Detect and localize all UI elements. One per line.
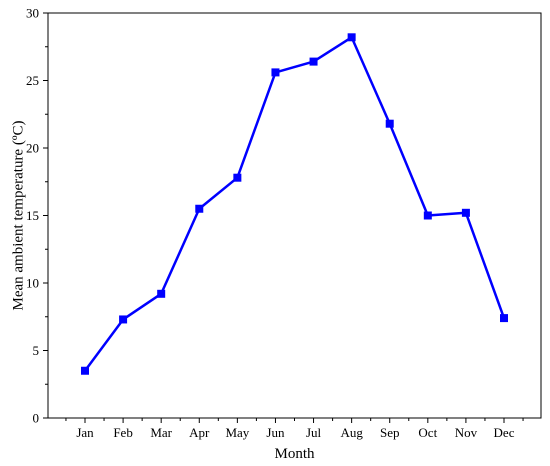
- x-tick-label: Oct: [418, 425, 437, 440]
- data-point: [347, 33, 356, 42]
- data-point: [119, 315, 128, 324]
- y-axis-ticks: 0 5 10 15 20 25 30: [26, 6, 48, 426]
- data-point: [423, 211, 432, 220]
- x-tick-label: Apr: [189, 425, 210, 440]
- data-point: [461, 208, 470, 217]
- y-tick-label: 0: [33, 411, 40, 426]
- x-tick-label: Mar: [150, 425, 172, 440]
- y-tick-label: 5: [33, 343, 40, 358]
- y-axis-title: Mean ambient temperature (ºC): [10, 121, 26, 311]
- data-series: [81, 33, 508, 375]
- data-point: [233, 173, 242, 182]
- x-axis-title: Month: [274, 446, 315, 462]
- x-tick-label: Feb: [113, 425, 133, 440]
- series-line: [83, 36, 506, 372]
- x-tick-label: Nov: [455, 425, 478, 440]
- x-tick-label: Aug: [340, 425, 363, 440]
- x-tick-label: Sep: [380, 425, 400, 440]
- data-point: [157, 289, 166, 298]
- x-tick-label: Jul: [306, 425, 322, 440]
- data-point: [309, 57, 318, 66]
- data-point: [385, 119, 394, 128]
- x-tick-label: Jan: [76, 425, 94, 440]
- data-point: [195, 204, 204, 213]
- data-point: [500, 314, 508, 323]
- data-point: [81, 366, 89, 375]
- y-tick-label: 10: [26, 276, 39, 291]
- x-tick-label: Jun: [266, 425, 285, 440]
- x-tick-label: May: [225, 425, 249, 440]
- y-tick-label: 30: [26, 6, 39, 21]
- y-tick-label: 20: [26, 141, 39, 156]
- y-tick-label: 15: [26, 208, 39, 223]
- data-point: [271, 68, 280, 77]
- x-axis-ticks: Jan Feb Mar Apr May Jun Jul Aug Sep Oct Nov Dec: [65, 418, 524, 440]
- x-tick-label: Dec: [494, 425, 515, 440]
- y-tick-label: 25: [26, 73, 39, 88]
